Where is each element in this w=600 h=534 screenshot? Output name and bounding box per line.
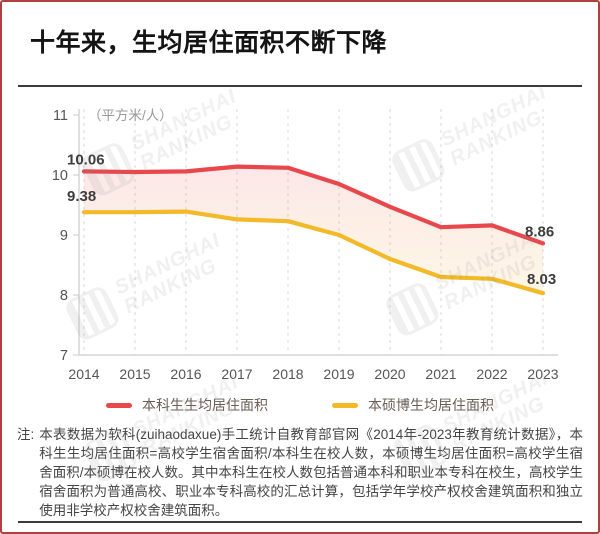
y-axis-label: 7 <box>60 348 68 364</box>
point-label: 8.86 <box>525 223 554 240</box>
x-axis-label: 2016 <box>170 366 201 382</box>
x-axis-label: 2018 <box>272 366 303 382</box>
x-axis-label: 2015 <box>119 366 150 382</box>
x-axis-label: 2023 <box>527 366 558 382</box>
line-chart-svg: 2014 2015 2016 2017 2018 2019 2020 2021 2022 2023… <box>52 108 559 382</box>
legend-dash-icon <box>106 402 132 408</box>
title-divider <box>18 85 582 87</box>
series-line <box>81 164 546 246</box>
y-axis-label: 8 <box>60 288 68 304</box>
legend-label: 本科生生均居住面积 <box>142 397 268 413</box>
series-line <box>81 209 546 296</box>
band-area <box>84 166 543 294</box>
x-axis-label: 2021 <box>425 366 456 382</box>
bottom-divider <box>18 521 582 523</box>
legend-dash-icon <box>332 402 358 408</box>
x-axis-label: 2020 <box>374 366 405 382</box>
chart-area: 2014 2015 2016 2017 2018 2019 2020 2021 2022 2023… <box>2 91 598 391</box>
y-axis-label: 9 <box>60 228 68 244</box>
x-axis-label: 2019 <box>323 366 354 382</box>
x-axis-label: 2022 <box>476 366 507 382</box>
chart-legend: 本科生生均居住面积 本硕博生均居住面积 <box>2 395 598 415</box>
point-label: 10.06 <box>67 151 105 168</box>
x-axis-label: 2017 <box>221 366 252 382</box>
legend-label: 本硕博生均居住面积 <box>368 397 494 413</box>
y-axis-label: 11 <box>53 108 68 124</box>
footnote-prefix: 注: <box>17 427 35 442</box>
legend-item-undergraduate: 本科生生均居住面积 <box>106 395 268 415</box>
point-label: 8.03 <box>527 271 556 288</box>
unit-label: （平方米/人） <box>88 108 173 123</box>
footnote-text: 本表数据为软科(zuihaodaxue)手工统计自教育部官网《2014年-202… <box>39 427 584 518</box>
footnote: 注: 本表数据为软科(zuihaodaxue)手工统计自教育部官网《2014年-… <box>17 425 583 520</box>
page-title: 十年来，生均居住面积不断下降 <box>30 29 388 57</box>
y-axis-label: 10 <box>52 168 68 184</box>
x-axis-label: 2014 <box>68 366 99 382</box>
legend-item-graduate: 本硕博生均居住面积 <box>332 395 494 415</box>
point-label: 9.38 <box>67 188 96 205</box>
